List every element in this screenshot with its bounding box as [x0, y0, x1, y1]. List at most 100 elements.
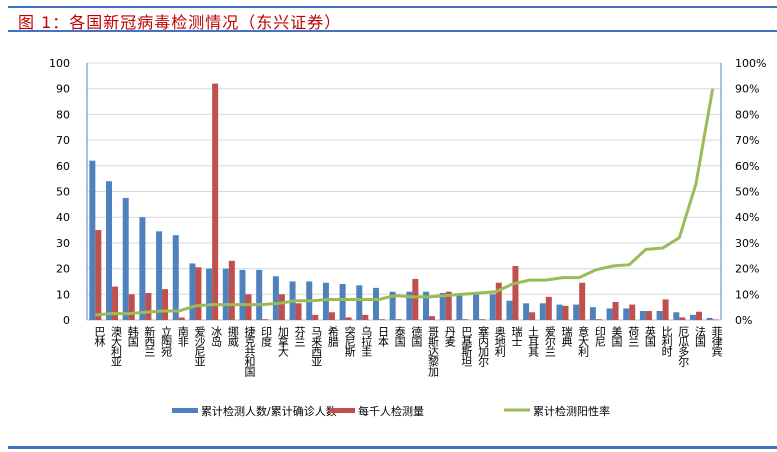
bar-tests-per-thousand [462, 319, 469, 320]
x-tick-label: 厄瓜多尔 [677, 326, 690, 367]
bar-tests-per-thousand [679, 317, 686, 320]
x-tick-label: 瑞士 [510, 325, 523, 346]
x-tick-label: 乌拉圭 [360, 325, 373, 357]
line-positive-rate [95, 88, 715, 317]
bar-tests-ratio [89, 160, 96, 320]
bar-tests-per-thousand [579, 282, 586, 320]
bar-tests-ratio [172, 235, 179, 320]
bar-tests-per-thousand [95, 230, 102, 320]
footer-rule [8, 446, 777, 449]
x-tick-label: 土耳其 [527, 326, 540, 358]
bar-tests-per-thousand [412, 278, 419, 320]
x-tick-label: 美国 [610, 326, 623, 348]
bar-tests-ratio [322, 282, 329, 320]
x-tick-label: 芬兰 [293, 326, 306, 346]
y-right-tick-label: 70% [735, 134, 759, 147]
bar-tests-ratio [489, 294, 496, 320]
bar-tests-per-thousand [195, 267, 202, 320]
legend-label: 累计检测阳性率 [533, 404, 610, 418]
x-tick-label: 巴基斯坦 [460, 326, 473, 367]
bar-tests-ratio [122, 197, 129, 320]
x-tick-label: 比利时 [660, 326, 673, 357]
y-right-tick-label: 0% [735, 314, 752, 327]
y-left-tick-label: 80 [56, 108, 70, 121]
x-tick-label: 塞内加尔 [477, 325, 490, 367]
bar-tests-ratio [639, 311, 646, 320]
legend-label: 每千人检测量 [358, 404, 424, 418]
legend-swatch [172, 408, 198, 413]
x-tick-label: 捷克共和国 [243, 325, 256, 378]
bar-tests-per-thousand [395, 319, 402, 320]
bar-tests-per-thousand [212, 83, 219, 320]
y-left-tick-label: 30 [56, 237, 70, 250]
bar-tests-per-thousand [162, 289, 169, 320]
bar-tests-ratio [272, 276, 279, 320]
x-tick-label: 瑞典 [560, 325, 573, 348]
y-right-tick-label: 60% [735, 160, 759, 173]
bar-tests-per-thousand [595, 319, 602, 320]
bar-tests-ratio [473, 294, 480, 320]
bar-tests-per-thousand [295, 303, 302, 320]
x-tick-label: 巴林 [93, 326, 106, 347]
bar-tests-per-thousand [695, 311, 702, 320]
x-tick-label: 马来西亚 [310, 326, 323, 366]
bar-tests-per-thousand [328, 312, 335, 320]
bar-tests-per-thousand [178, 317, 185, 320]
bar-tests-ratio [556, 304, 563, 320]
bar-tests-per-thousand [245, 294, 252, 320]
bar-tests-ratio [239, 269, 246, 320]
y-left-tick-label: 100 [49, 57, 70, 70]
bar-tests-ratio [689, 314, 696, 320]
bar-tests-ratio [139, 217, 146, 320]
x-tick-label: 澳大利亚 [110, 326, 123, 366]
x-tick-label: 挪威 [226, 325, 239, 348]
y-left-tick-label: 0 [63, 314, 70, 327]
bar-tests-ratio [406, 291, 413, 320]
x-tick-label: 印尼 [593, 326, 606, 348]
x-tick-label: 日本 [376, 326, 389, 348]
bar-tests-per-thousand [112, 286, 119, 320]
x-tick-label: 韩国 [126, 325, 139, 348]
bar-tests-per-thousand [278, 294, 285, 320]
bar-tests-ratio [623, 308, 630, 320]
y-left-tick-label: 20 [56, 263, 70, 276]
y-right-tick-label: 90% [735, 83, 759, 96]
x-tick-label: 立陶宛 [160, 325, 173, 358]
bar-tests-ratio [673, 312, 680, 320]
x-tick-label: 意大利 [577, 325, 590, 357]
bar-tests-ratio [656, 311, 663, 320]
bar-tests-per-thousand [312, 314, 319, 320]
x-tick-label: 南非 [176, 326, 189, 348]
title-rule-top [8, 6, 777, 8]
bar-tests-per-thousand [128, 294, 135, 320]
y-right-tick-label: 40% [735, 211, 759, 224]
bar-tests-per-thousand [662, 299, 669, 320]
x-tick-label: 奥地利 [493, 325, 506, 357]
bar-tests-per-thousand [645, 311, 652, 320]
bar-tests-ratio [372, 287, 379, 320]
y-left-tick-label: 40 [56, 211, 70, 224]
bar-tests-ratio [389, 291, 396, 320]
x-tick-label: 法国 [693, 325, 706, 348]
bar-tests-per-thousand [612, 302, 619, 320]
bar-tests-per-thousand [562, 305, 569, 320]
legend-label: 累计检测人数/累计确诊人数 [201, 404, 337, 418]
bar-tests-ratio [206, 268, 213, 320]
bar-tests-per-thousand [529, 312, 536, 320]
x-tick-label: 加拿大 [276, 326, 289, 357]
x-tick-label: 印度 [260, 326, 273, 348]
bar-tests-ratio [339, 284, 346, 320]
bar-tests-ratio [356, 285, 363, 320]
bar-tests-per-thousand [712, 319, 719, 320]
y-right-tick-label: 30% [735, 237, 759, 250]
bar-tests-per-thousand [378, 319, 385, 320]
bar-tests-per-thousand [262, 319, 269, 320]
bar-tests-ratio [456, 294, 463, 320]
x-tick-label: 泰国 [393, 325, 406, 348]
bar-tests-ratio [256, 269, 263, 320]
bar-tests-ratio [606, 308, 613, 320]
x-tick-label: 爱沙尼亚 [193, 326, 206, 366]
x-tick-label: 希腊 [326, 325, 339, 348]
bar-tests-per-thousand [445, 291, 452, 320]
